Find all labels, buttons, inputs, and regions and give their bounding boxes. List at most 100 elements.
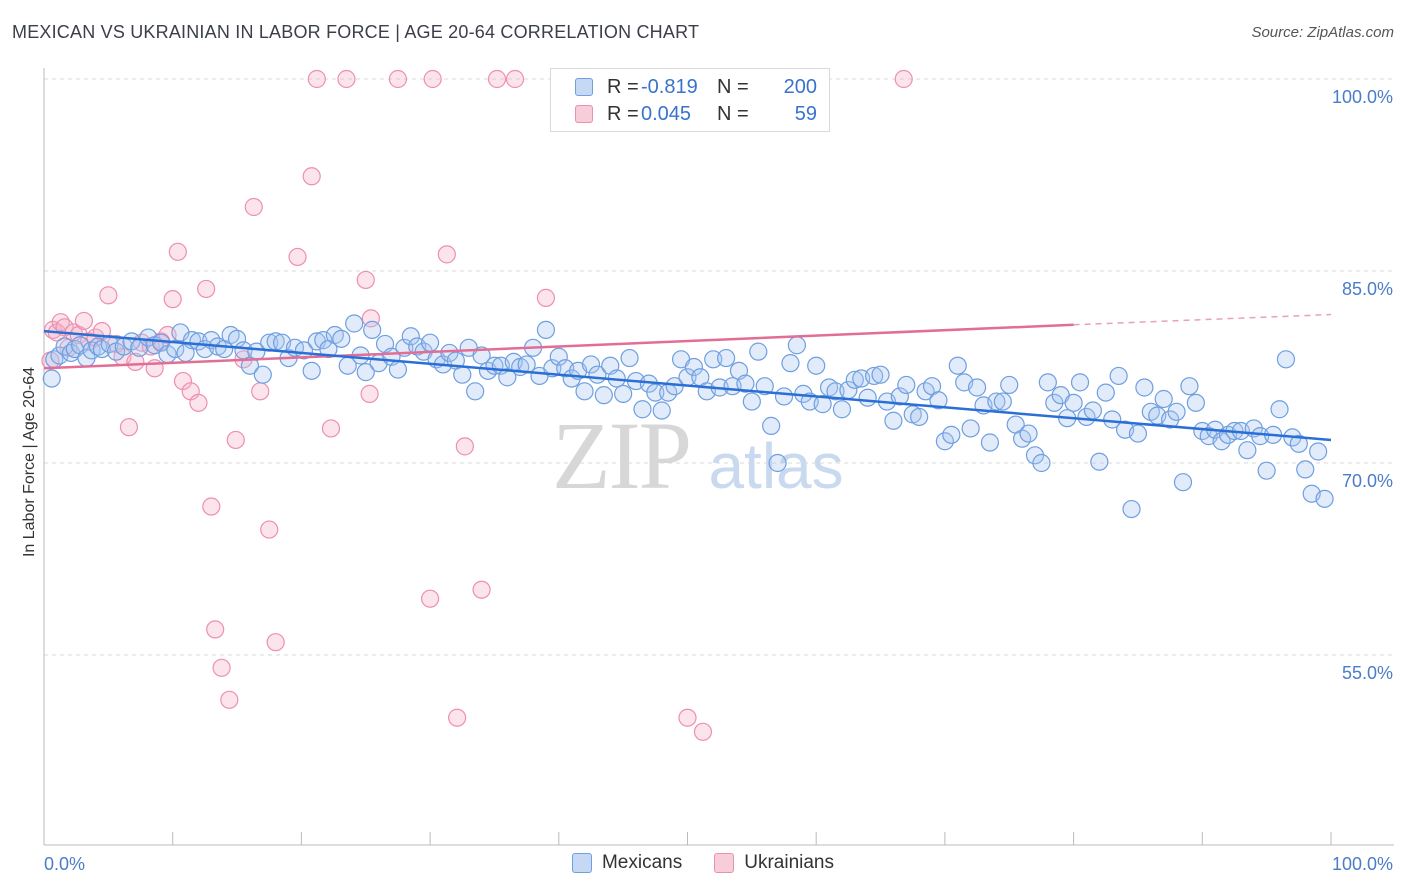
mexicans-point: [871, 365, 890, 384]
mexicans-point: [388, 360, 408, 379]
mexicans-points: [42, 314, 1334, 519]
mexicans-point: [652, 401, 671, 420]
mexicans-point: [1154, 389, 1173, 409]
mexicans-point: [314, 331, 333, 350]
mexicans-point: [1096, 383, 1115, 402]
mexicans-point: [987, 392, 1006, 411]
mexicans-point: [865, 366, 884, 386]
mexicans-point: [1090, 452, 1109, 471]
mexicans-point: [549, 347, 568, 366]
mexicans-point: [453, 365, 472, 384]
mexicans-point: [536, 320, 556, 339]
ukrainians-point: [361, 309, 380, 328]
trend-layer: [43, 313, 1332, 442]
mexicans-point: [1296, 460, 1315, 479]
mexicans-point: [826, 382, 845, 401]
mexicans-point: [768, 453, 787, 473]
legend-label-mexicans: Mexicans: [601, 852, 683, 873]
mexicans-point: [1064, 393, 1083, 412]
legend-swatch-mexicans: [571, 853, 592, 873]
mexicans-point: [1257, 461, 1276, 480]
ukrainians-point: [356, 270, 375, 290]
ukrainians-point: [173, 371, 193, 391]
legend-item-mexicans[interactable]: Mexicans: [571, 852, 683, 874]
legend-swatch-ukrainians: [714, 853, 735, 873]
mexicans-point: [762, 416, 781, 435]
y-axis-title: In Labor Force | Age 20-64: [21, 367, 38, 557]
mexicans-point: [948, 356, 967, 375]
source-credit[interactable]: Source: ZipAtlas.com: [1251, 24, 1394, 41]
mexicans-point: [620, 348, 639, 368]
mexicans-point: [717, 348, 736, 368]
legend-r-label: R =: [607, 102, 639, 125]
ukrainians-point: [421, 589, 440, 608]
mexicans-point: [774, 387, 794, 406]
y-tick-label: 85.0%: [1342, 279, 1393, 299]
mexicans-point: [993, 392, 1012, 411]
mexicans-point: [742, 392, 761, 411]
ukrainians-point: [894, 69, 913, 89]
mexicans-point: [575, 382, 594, 401]
mexicans-point: [890, 387, 909, 406]
mexicans-point: [581, 355, 601, 374]
mexicans-point: [884, 411, 903, 430]
mexicans-point: [1270, 400, 1289, 419]
mexicans-point: [1315, 489, 1334, 508]
legend-n-value: 59: [794, 102, 817, 125]
legend-r-value: -0.819: [641, 75, 698, 98]
ukrainians-point: [302, 167, 321, 186]
ukrainians-point: [212, 658, 231, 677]
watermark-atlas: atlas: [708, 430, 843, 502]
legend-swatch-ukrainians: [575, 105, 593, 123]
mexicans-point: [1276, 350, 1296, 369]
x-tick-label: 100.0%: [1332, 854, 1393, 874]
mexicans-point: [1238, 441, 1257, 460]
mexicans-point: [807, 356, 826, 375]
y-tick-label: 100.0%: [1332, 87, 1393, 107]
mexicans-point: [50, 346, 69, 365]
mexicans-point: [1109, 366, 1128, 386]
mexicans-point: [749, 342, 768, 361]
mexicans-point: [633, 400, 652, 419]
ukrainians-point: [448, 708, 467, 727]
ukrainians-trend-extension: [1073, 313, 1332, 326]
ukrainians-point: [251, 382, 270, 401]
mexicans-point: [967, 378, 987, 397]
mexicans-point: [1032, 453, 1051, 473]
mexicans-point: [356, 363, 375, 382]
mexicans-point: [787, 336, 806, 355]
chart-title: MEXICAN VS UKRAINIAN IN LABOR FORCE | AG…: [12, 22, 700, 42]
mexicans-point: [466, 382, 485, 401]
mexicans-point: [684, 357, 704, 377]
ukrainians-point: [206, 620, 225, 639]
mexicans-point: [646, 383, 665, 402]
ukrainians-point: [437, 245, 456, 264]
legend-n-value: 200: [783, 75, 817, 98]
legend-item-ukrainians[interactable]: Ukrainians: [714, 852, 834, 874]
mexicans-point: [1135, 378, 1154, 397]
legend-label-ukrainians: Ukrainians: [744, 852, 834, 873]
watermark: ZIP atlas: [552, 400, 844, 511]
ukrainians-point: [260, 520, 279, 539]
mexicans-point: [363, 320, 382, 339]
mexicans-point: [781, 354, 800, 373]
watermark-zip: ZIP: [552, 402, 688, 509]
mexicans-point: [1251, 427, 1270, 446]
ukrainians-point: [321, 419, 341, 438]
ukrainians-point: [388, 69, 408, 89]
ukrainians-point: [693, 722, 713, 741]
mexicans-point: [166, 339, 185, 359]
mexicans-point: [897, 375, 916, 395]
mexicans-point: [858, 388, 877, 407]
mexicans-point: [1103, 410, 1122, 429]
label-layer: 55.0% 70.0% 85.0% 100.0% 0.0% 100.0% In Labor …: [21, 87, 1393, 874]
ukrainians-point: [202, 497, 221, 516]
ukrainians-point: [455, 437, 474, 456]
ukrainians-point: [536, 288, 556, 307]
ukrainians-point: [337, 69, 356, 89]
legend-r-label: R =: [607, 75, 639, 98]
mexicans-point: [253, 365, 272, 384]
legend-n-label: N =: [717, 102, 749, 125]
mexicans-point: [332, 329, 351, 348]
mexicans-point: [832, 400, 852, 419]
